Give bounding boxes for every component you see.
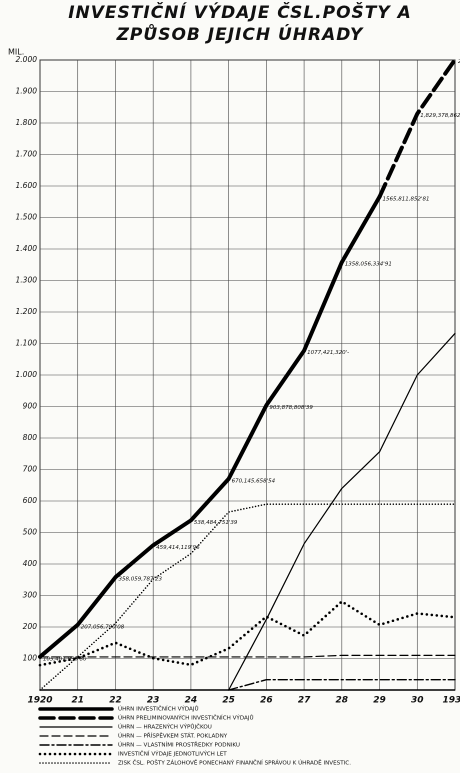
y-tick-label: 200 xyxy=(23,622,38,631)
y-tick-label: 1.900 xyxy=(16,87,38,96)
series-line xyxy=(228,332,456,691)
series-line xyxy=(39,654,456,658)
value-label: 1077,421,320'- xyxy=(307,350,349,356)
y-tick-label: 100 xyxy=(23,654,38,663)
y-tick-label: 1.700 xyxy=(16,150,38,159)
value-label: 459,414,119'96 xyxy=(156,545,200,551)
y-tick-label: 1.000 xyxy=(16,370,38,379)
y-axis-label: MIL. xyxy=(8,48,24,57)
legend-label: ÚHRN — PŘÍSPĚVKEM STÁT. POKLADNY xyxy=(118,732,228,740)
x-tick-label: 28 xyxy=(336,696,349,706)
y-tick-label: 1.600 xyxy=(16,181,38,190)
x-tick-label: 27 xyxy=(298,696,311,706)
y-tick-label: 1.200 xyxy=(16,307,38,316)
x-tick-label: 24 xyxy=(185,696,198,706)
x-tick-label: 23 xyxy=(147,696,160,706)
y-tick-label: 1.400 xyxy=(16,244,38,253)
y-tick-label: 300 xyxy=(23,591,38,600)
y-tick-label: 700 xyxy=(23,465,38,474)
x-tick-label: 26 xyxy=(260,696,273,706)
x-tick-label: 30 xyxy=(411,696,424,706)
value-label: 1,829,378,862'81 xyxy=(420,113,460,119)
series-line xyxy=(377,57,457,199)
x-tick-label: 29 xyxy=(373,696,386,706)
y-tick-label: 1.100 xyxy=(16,339,38,348)
series-line xyxy=(38,194,382,659)
value-label: 358,059,787'23 xyxy=(118,577,162,583)
series-line xyxy=(39,503,456,691)
legend-label: INVESTIČNÍ VÝDAJE JEDNOTLIVÝCH LET xyxy=(118,751,227,758)
x-tick-label: 1931 xyxy=(442,696,460,706)
value-label: 1358,056,334'91 xyxy=(345,262,392,268)
legend-label: ZISK ČSL. POŠTY ZÁLOHOVĚ PONECHANÝ FINAN… xyxy=(118,759,351,767)
value-label: 903,878,808'39 xyxy=(269,405,313,411)
x-tick-label: 25 xyxy=(222,696,235,706)
value-label: 105,407,990'80 xyxy=(43,656,87,662)
value-label: 670,145,658'54 xyxy=(232,478,276,484)
y-tick-label: 2.000 xyxy=(16,55,38,64)
y-tick-label: 1.500 xyxy=(16,213,38,222)
y-tick-label: 800 xyxy=(23,433,38,442)
legend-label: ÚHRN — HRAZENÝCH VÝPŮJČKOU xyxy=(118,724,212,731)
x-tick-label: 1920 xyxy=(27,696,52,706)
y-tick-label: 900 xyxy=(23,402,38,411)
y-tick-label: 1.800 xyxy=(16,118,38,127)
legend-label: ÚHRN INVESTIČNÍCH VÝDAJŮ xyxy=(118,706,199,713)
legend-label: ÚHRN — VLASTNÍMI PROSTŘEDKY PODNIKU xyxy=(118,741,240,749)
value-label: 207,056,790'08 xyxy=(81,624,125,630)
series-line xyxy=(38,600,457,667)
x-tick-label: 22 xyxy=(109,696,122,706)
y-tick-label: 1.300 xyxy=(16,276,38,285)
series-line xyxy=(227,679,456,691)
y-tick-label: 400 xyxy=(23,559,38,568)
y-tick-label: 500 xyxy=(23,528,38,537)
value-label: 1565,811,852'81 xyxy=(383,196,430,202)
value-label: 538,484,751'39 xyxy=(194,520,238,526)
chart-title: INVESTIČNÍ VÝDAJE ČSL.POŠTY A ZPŮSOB JEJ… xyxy=(68,3,412,45)
y-tick-label: 600 xyxy=(23,496,38,505)
x-tick-label: 21 xyxy=(71,696,84,706)
legend-label: ÚHRN PRELIMINOVANÝCH INVESTIČNÍCH VÝDAJŮ xyxy=(118,715,254,722)
